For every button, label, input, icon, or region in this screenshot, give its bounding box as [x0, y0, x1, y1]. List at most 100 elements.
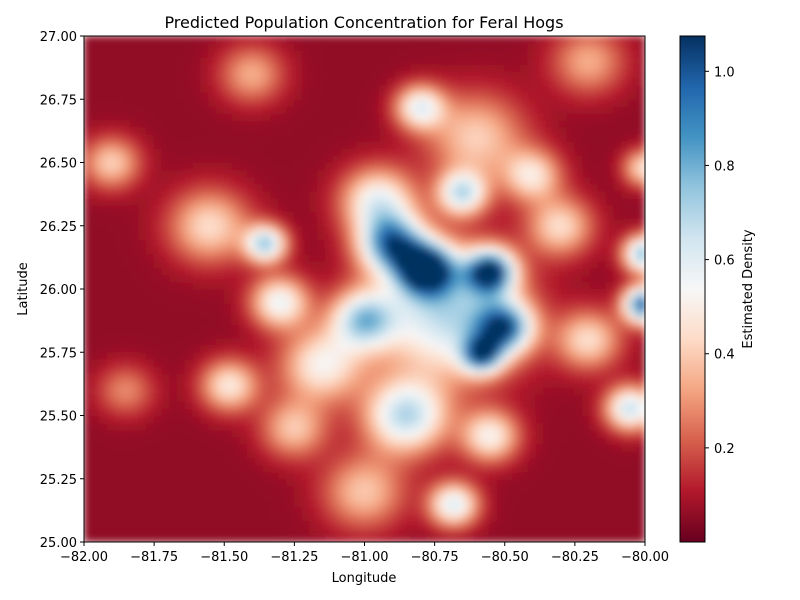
heatmap-cell	[114, 63, 124, 72]
heatmap-cell	[613, 295, 623, 304]
heatmap-cell	[387, 176, 397, 185]
heatmap-cell	[551, 499, 560, 508]
heatmap-cell	[239, 330, 249, 339]
heatmap-cell	[130, 527, 140, 536]
heatmap-cell	[504, 358, 514, 367]
heatmap-cell	[551, 274, 560, 283]
heatmap-cell	[208, 274, 217, 283]
heatmap-cell	[410, 267, 420, 276]
heatmap-cell	[91, 302, 101, 311]
heatmap-cell	[84, 49, 93, 58]
heatmap-cell	[613, 288, 623, 297]
heatmap-cell	[84, 295, 93, 304]
heatmap-cell	[441, 274, 451, 283]
heatmap-cell	[177, 84, 186, 93]
heatmap-cell	[551, 288, 560, 297]
heatmap-cell	[504, 70, 514, 79]
heatmap-cell	[364, 351, 373, 360]
heatmap-cell	[332, 154, 342, 163]
heatmap-cell	[480, 295, 490, 304]
heatmap-cell	[247, 478, 256, 487]
heatmap-cell	[270, 190, 280, 199]
heatmap-cell	[395, 274, 404, 283]
heatmap-cell	[301, 225, 311, 234]
heatmap-cell	[262, 112, 272, 121]
heatmap-cell	[379, 232, 389, 241]
heatmap-cell	[161, 42, 171, 51]
heatmap-cell	[153, 84, 163, 93]
heatmap-cell	[566, 105, 576, 114]
heatmap-cell	[535, 478, 545, 487]
heatmap-cell	[364, 133, 373, 142]
heatmap-cell	[145, 492, 155, 501]
heatmap-cell	[434, 140, 443, 149]
heatmap-cell	[597, 70, 607, 79]
heatmap-cell	[91, 77, 101, 86]
heatmap-cell	[410, 246, 420, 255]
heatmap-cell	[340, 98, 350, 107]
heatmap-cell	[254, 246, 264, 255]
heatmap-cell	[480, 443, 490, 452]
heatmap-cell	[91, 154, 101, 163]
heatmap-cell	[169, 478, 178, 487]
heatmap-cell	[293, 133, 303, 142]
heatmap-cell	[99, 84, 108, 93]
heatmap-cell	[473, 162, 482, 171]
heatmap-cell	[519, 183, 529, 192]
heatmap-cell	[247, 379, 256, 388]
heatmap-cell	[519, 302, 529, 311]
heatmap-cell	[434, 218, 443, 227]
heatmap-cell	[138, 415, 147, 424]
heatmap-cell	[551, 478, 560, 487]
heatmap-cell	[106, 63, 116, 72]
heatmap-cell	[589, 415, 599, 424]
heatmap-cell	[262, 176, 272, 185]
heatmap-cell	[114, 471, 124, 480]
heatmap-cell	[340, 513, 350, 522]
heatmap-cell	[512, 77, 521, 86]
heatmap-cell	[332, 246, 342, 255]
heatmap-cell	[332, 358, 342, 367]
heatmap-cell	[192, 316, 202, 325]
heatmap-cell	[364, 154, 373, 163]
heatmap-cell	[254, 218, 264, 227]
heatmap-cell	[145, 183, 155, 192]
heatmap-cell	[582, 154, 591, 163]
heatmap-cell	[301, 253, 311, 262]
heatmap-cell	[293, 84, 303, 93]
heatmap-cell	[582, 492, 591, 501]
heatmap-cell	[231, 211, 241, 220]
heatmap-cell	[387, 323, 397, 332]
heatmap-cell	[449, 478, 459, 487]
heatmap-cell	[535, 204, 545, 213]
heatmap-cell	[254, 443, 264, 452]
heatmap-cell	[293, 365, 303, 374]
heatmap-cell	[332, 253, 342, 262]
heatmap-cell	[84, 379, 93, 388]
heatmap-cell	[379, 400, 389, 409]
heatmap-cell	[278, 492, 288, 501]
heatmap-cell	[449, 232, 459, 241]
heatmap-cell	[527, 478, 537, 487]
heatmap-cell	[465, 63, 475, 72]
heatmap-cell	[480, 218, 490, 227]
heatmap-cell	[441, 323, 451, 332]
heatmap-cell	[402, 36, 412, 44]
heatmap-cell	[488, 400, 498, 409]
heatmap-cell	[223, 330, 233, 339]
heatmap-cell	[247, 295, 256, 304]
heatmap-cell	[239, 239, 249, 248]
heatmap-cell	[192, 429, 202, 438]
heatmap-cell	[589, 457, 599, 466]
heatmap-cell	[441, 443, 451, 452]
heatmap-cell	[613, 49, 623, 58]
heatmap-cell	[496, 239, 506, 248]
heatmap-cell	[84, 70, 93, 79]
heatmap-cell	[348, 302, 358, 311]
heatmap-cell	[84, 302, 93, 311]
heatmap-cell	[138, 372, 147, 381]
heatmap-cell	[200, 49, 210, 58]
heatmap-cell	[184, 520, 194, 529]
heatmap-cell	[169, 344, 178, 353]
heatmap-cell	[153, 274, 163, 283]
